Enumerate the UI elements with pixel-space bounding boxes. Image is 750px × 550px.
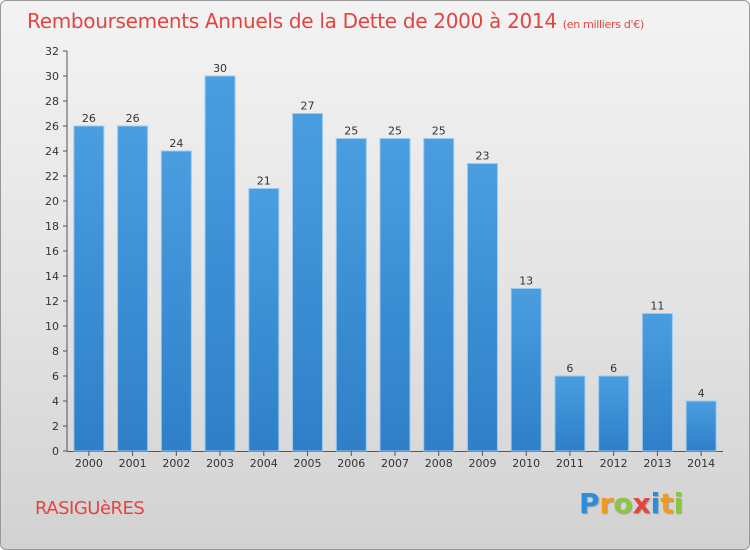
bar — [466, 163, 498, 452]
logo-letter: P — [579, 487, 600, 520]
x-tick-label: 2007 — [381, 457, 409, 470]
bar-value-label: 4 — [698, 387, 705, 400]
bar — [598, 375, 630, 452]
x-tick-label: 2002 — [162, 457, 190, 470]
chart-subtitle: (en milliers d'€) — [562, 18, 644, 31]
bar-value-label: 6 — [610, 362, 617, 375]
x-tick-label: 2011 — [556, 457, 584, 470]
bar-value-label: 25 — [388, 125, 402, 138]
bar — [117, 125, 149, 452]
x-tick-label: 2003 — [206, 457, 234, 470]
y-tick-label: 22 — [45, 170, 59, 183]
bar-value-label: 11 — [650, 300, 664, 313]
y-tick-label: 16 — [45, 245, 59, 258]
commune-name: RASIGUèRES — [35, 498, 145, 519]
x-tick-label: 2009 — [468, 457, 496, 470]
bar — [379, 138, 411, 452]
x-tick-label: 2010 — [512, 457, 540, 470]
proxiti-logo: Proxiti — [579, 487, 683, 523]
chart-title: Remboursements Annuels de la Dette de 20… — [27, 9, 644, 33]
bar — [73, 125, 105, 452]
logo-letter: t — [660, 487, 674, 520]
bar — [510, 288, 542, 452]
bar — [641, 313, 673, 452]
bar-value-label: 23 — [475, 150, 489, 163]
bar — [335, 138, 367, 452]
y-tick-label: 10 — [45, 320, 59, 333]
bar-value-label: 21 — [257, 175, 271, 188]
logo-letter: o — [613, 487, 633, 520]
bar-value-label: 24 — [169, 137, 183, 150]
bar — [423, 138, 455, 452]
y-tick-label: 20 — [45, 195, 59, 208]
bar-value-label: 25 — [432, 125, 446, 138]
bar — [160, 150, 192, 452]
y-tick-label: 24 — [45, 145, 59, 158]
y-tick-label: 18 — [45, 220, 59, 233]
x-tick-label: 2001 — [119, 457, 147, 470]
y-tick-label: 32 — [45, 45, 59, 58]
y-tick-label: 0 — [52, 445, 59, 458]
bar-value-label: 30 — [213, 62, 227, 75]
bar — [248, 188, 280, 452]
x-tick-label: 2013 — [643, 457, 671, 470]
y-tick-label: 26 — [45, 120, 59, 133]
y-tick-label: 14 — [45, 270, 59, 283]
bar-value-label: 13 — [519, 275, 533, 288]
logo-letter: i — [673, 487, 684, 520]
y-tick-label: 2 — [52, 420, 59, 433]
x-tick-label: 2000 — [75, 457, 103, 470]
logo-letter: i — [650, 487, 661, 520]
x-tick-label: 2005 — [294, 457, 322, 470]
y-tick-label: 30 — [45, 70, 59, 83]
x-tick-label: 2012 — [600, 457, 628, 470]
x-tick-label: 2014 — [687, 457, 715, 470]
bar — [554, 375, 586, 452]
x-tick-label: 2004 — [250, 457, 278, 470]
y-tick-label: 28 — [45, 95, 59, 108]
bar — [685, 400, 717, 452]
logo-letter: r — [599, 487, 614, 520]
logo-letter: x — [632, 487, 651, 520]
y-tick-label: 4 — [52, 395, 59, 408]
chart-title-text: Remboursements Annuels de la Dette de 20… — [27, 9, 557, 33]
bar-value-label: 26 — [82, 112, 96, 125]
bar-value-label: 25 — [344, 125, 358, 138]
y-tick-label: 8 — [52, 345, 59, 358]
bar — [292, 113, 324, 452]
x-tick-label: 2008 — [425, 457, 453, 470]
y-tick-label: 12 — [45, 295, 59, 308]
bar-value-label: 26 — [126, 112, 140, 125]
y-tick-label: 6 — [52, 370, 59, 383]
bar-value-label: 27 — [301, 100, 315, 113]
bar — [204, 75, 236, 452]
x-tick-label: 2006 — [337, 457, 365, 470]
bar-value-label: 6 — [566, 362, 573, 375]
